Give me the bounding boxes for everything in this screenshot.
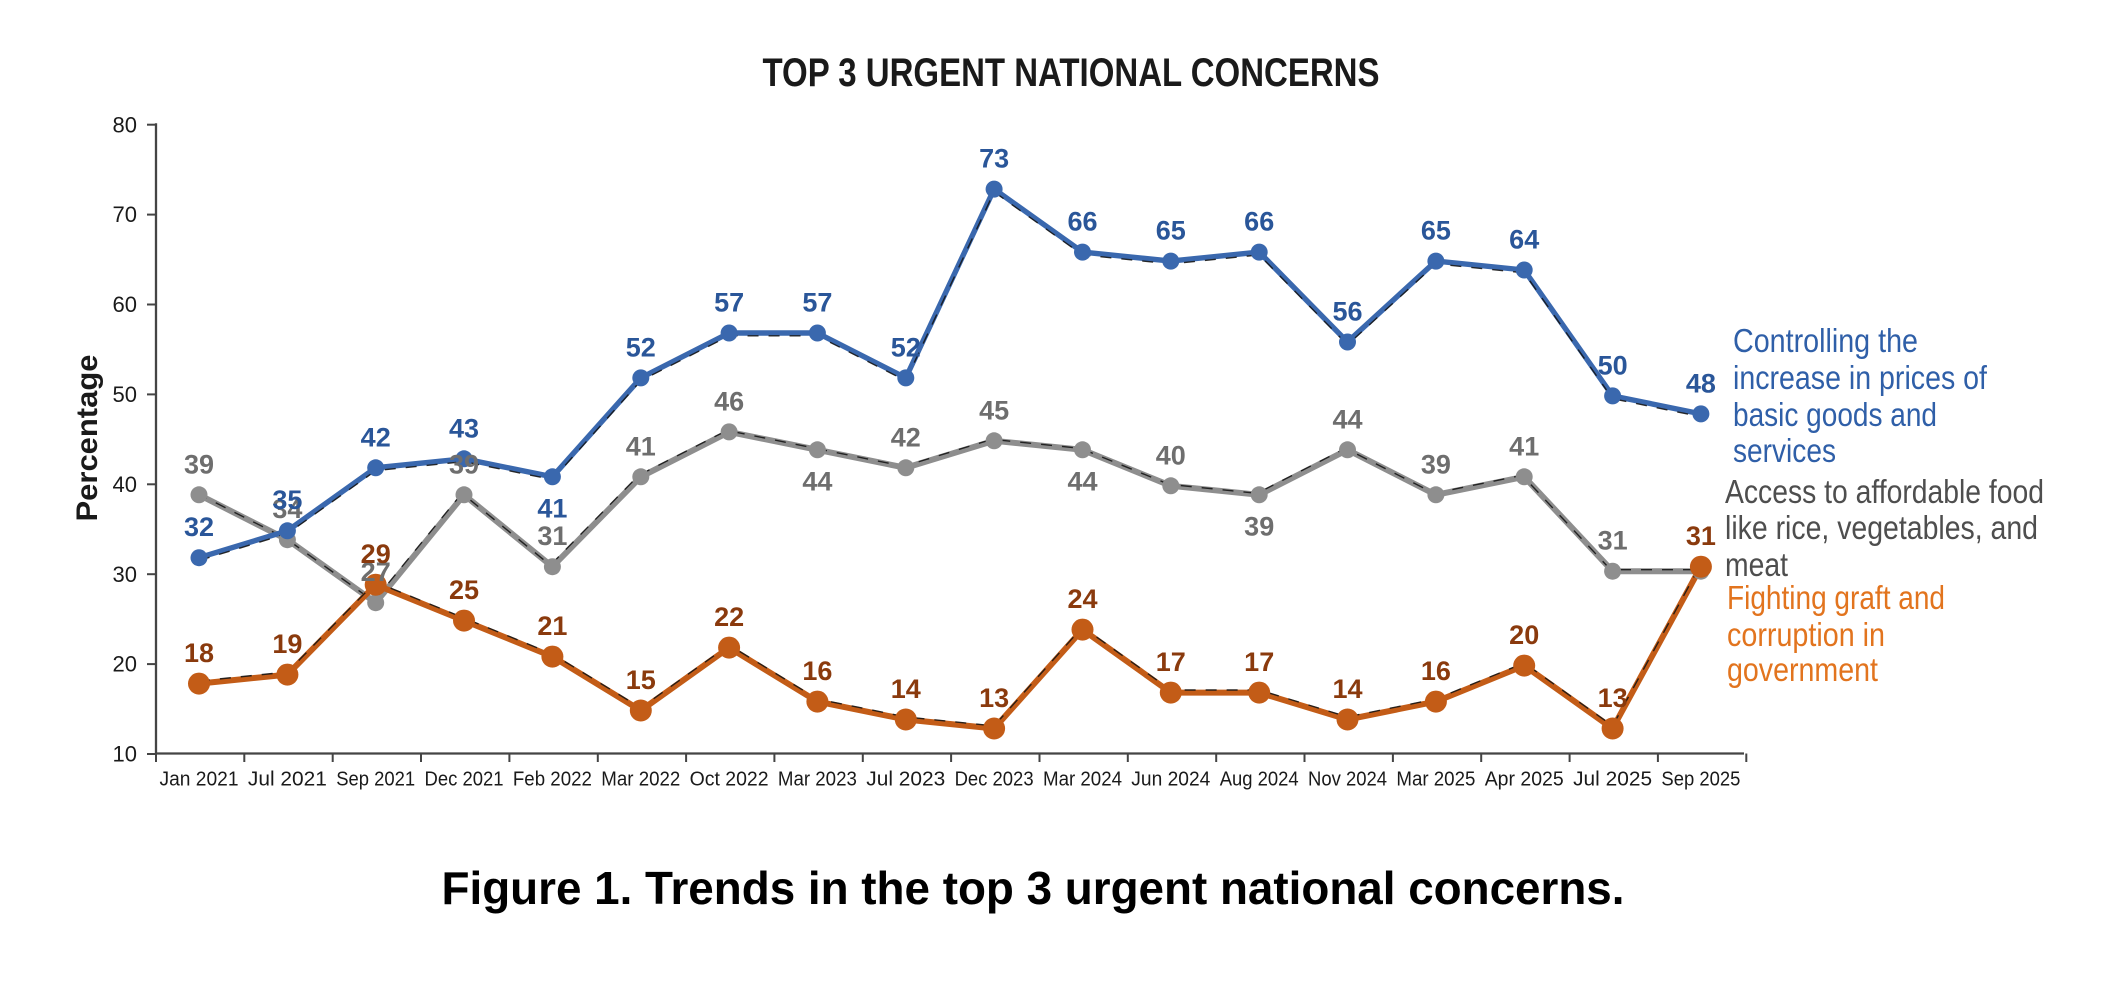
svg-text:42: 42 xyxy=(891,422,921,452)
svg-text:17: 17 xyxy=(1156,647,1186,677)
svg-text:35: 35 xyxy=(272,485,302,515)
svg-text:80: 80 xyxy=(113,112,137,137)
svg-text:Sep 2025: Sep 2025 xyxy=(1661,769,1740,791)
svg-text:34: 34 xyxy=(272,494,302,524)
svg-text:41: 41 xyxy=(626,431,656,461)
svg-text:31: 31 xyxy=(1598,526,1628,556)
svg-text:65: 65 xyxy=(1156,216,1186,246)
svg-text:29: 29 xyxy=(361,539,391,569)
svg-text:20: 20 xyxy=(1509,620,1539,650)
svg-text:Jan 2021: Jan 2021 xyxy=(160,769,239,791)
svg-text:50: 50 xyxy=(113,382,137,407)
svg-text:41: 41 xyxy=(537,493,567,523)
svg-text:Jun 2024: Jun 2024 xyxy=(1131,769,1210,791)
svg-text:57: 57 xyxy=(714,288,744,318)
svg-text:45: 45 xyxy=(979,395,1009,425)
svg-text:70: 70 xyxy=(113,202,137,227)
svg-text:57: 57 xyxy=(802,288,832,318)
svg-text:meat: meat xyxy=(1725,546,1788,583)
svg-text:65: 65 xyxy=(1421,216,1451,246)
svg-text:39: 39 xyxy=(184,449,214,479)
svg-text:13: 13 xyxy=(1598,683,1628,713)
svg-text:19: 19 xyxy=(272,629,302,659)
svg-text:17: 17 xyxy=(1244,647,1274,677)
svg-text:16: 16 xyxy=(1421,656,1451,686)
svg-text:Mar 2023: Mar 2023 xyxy=(778,769,857,791)
svg-text:39: 39 xyxy=(1244,511,1274,541)
svg-text:Sep 2021: Sep 2021 xyxy=(336,769,415,791)
svg-text:42: 42 xyxy=(361,422,391,452)
svg-text:44: 44 xyxy=(1067,466,1097,496)
svg-text:24: 24 xyxy=(1067,584,1097,614)
svg-text:corruption in: corruption in xyxy=(1727,616,1885,653)
svg-text:40: 40 xyxy=(113,472,137,497)
svg-text:14: 14 xyxy=(891,674,921,704)
svg-text:Dec 2021: Dec 2021 xyxy=(425,769,504,791)
svg-text:46: 46 xyxy=(714,386,744,416)
svg-text:basic goods and: basic goods and xyxy=(1733,396,1937,433)
svg-text:41: 41 xyxy=(1509,431,1539,461)
svg-text:18: 18 xyxy=(184,638,214,668)
svg-text:20: 20 xyxy=(113,652,137,677)
svg-text:50: 50 xyxy=(1598,350,1628,380)
svg-text:services: services xyxy=(1733,432,1836,469)
svg-text:Nov 2024: Nov 2024 xyxy=(1308,769,1387,791)
svg-text:10: 10 xyxy=(113,742,137,767)
svg-text:16: 16 xyxy=(802,656,832,686)
svg-text:Dec 2023: Dec 2023 xyxy=(955,769,1034,791)
svg-text:Controlling the: Controlling the xyxy=(1733,322,1918,359)
svg-text:39: 39 xyxy=(449,449,479,479)
svg-text:Access to affordable food: Access to affordable food xyxy=(1725,473,2044,510)
svg-text:Feb 2022: Feb 2022 xyxy=(513,769,592,791)
svg-text:52: 52 xyxy=(891,332,921,362)
svg-text:60: 60 xyxy=(113,292,137,317)
svg-text:Apr 2025: Apr 2025 xyxy=(1485,769,1564,791)
svg-text:Fighting graft and: Fighting graft and xyxy=(1727,579,1945,616)
svg-text:Mar 2024: Mar 2024 xyxy=(1043,769,1122,791)
svg-text:30: 30 xyxy=(113,562,137,587)
svg-text:22: 22 xyxy=(714,602,744,632)
svg-text:56: 56 xyxy=(1332,297,1362,327)
svg-text:Jul 2023: Jul 2023 xyxy=(866,769,945,791)
svg-text:48: 48 xyxy=(1686,368,1716,398)
svg-text:Mar 2022: Mar 2022 xyxy=(601,769,680,791)
svg-text:44: 44 xyxy=(802,466,832,496)
svg-text:13: 13 xyxy=(979,683,1009,713)
svg-text:Aug 2024: Aug 2024 xyxy=(1220,769,1299,791)
svg-text:Oct 2022: Oct 2022 xyxy=(690,769,769,791)
svg-text:Jul 2025: Jul 2025 xyxy=(1573,769,1652,791)
svg-text:15: 15 xyxy=(626,665,656,695)
svg-text:66: 66 xyxy=(1067,207,1097,237)
svg-text:73: 73 xyxy=(979,144,1009,174)
svg-text:Percentage: Percentage xyxy=(71,355,104,522)
svg-text:like rice, vegetables, and: like rice, vegetables, and xyxy=(1725,509,2038,546)
svg-text:39: 39 xyxy=(1421,449,1451,479)
svg-text:44: 44 xyxy=(1332,404,1362,434)
svg-text:Mar 2025: Mar 2025 xyxy=(1396,769,1475,791)
svg-text:31: 31 xyxy=(1686,521,1716,551)
svg-text:21: 21 xyxy=(537,611,567,641)
svg-text:64: 64 xyxy=(1509,225,1539,255)
svg-text:Jul 2021: Jul 2021 xyxy=(248,769,327,791)
svg-text:52: 52 xyxy=(626,332,656,362)
svg-text:43: 43 xyxy=(449,413,479,443)
svg-text:increase in prices of: increase in prices of xyxy=(1733,359,1988,396)
svg-text:40: 40 xyxy=(1156,440,1186,470)
svg-text:14: 14 xyxy=(1332,674,1362,704)
svg-text:government: government xyxy=(1727,651,1878,688)
svg-text:31: 31 xyxy=(537,521,567,551)
svg-text:Figure 1. Trends in the top 3: Figure 1. Trends in the top 3 urgent nat… xyxy=(442,862,1625,914)
svg-text:25: 25 xyxy=(449,575,479,605)
svg-text:27: 27 xyxy=(361,557,391,587)
svg-text:66: 66 xyxy=(1244,207,1274,237)
svg-text:32: 32 xyxy=(184,512,214,542)
svg-text:TOP 3 URGENT NATIONAL CONCERNS: TOP 3 URGENT NATIONAL CONCERNS xyxy=(763,51,1380,95)
